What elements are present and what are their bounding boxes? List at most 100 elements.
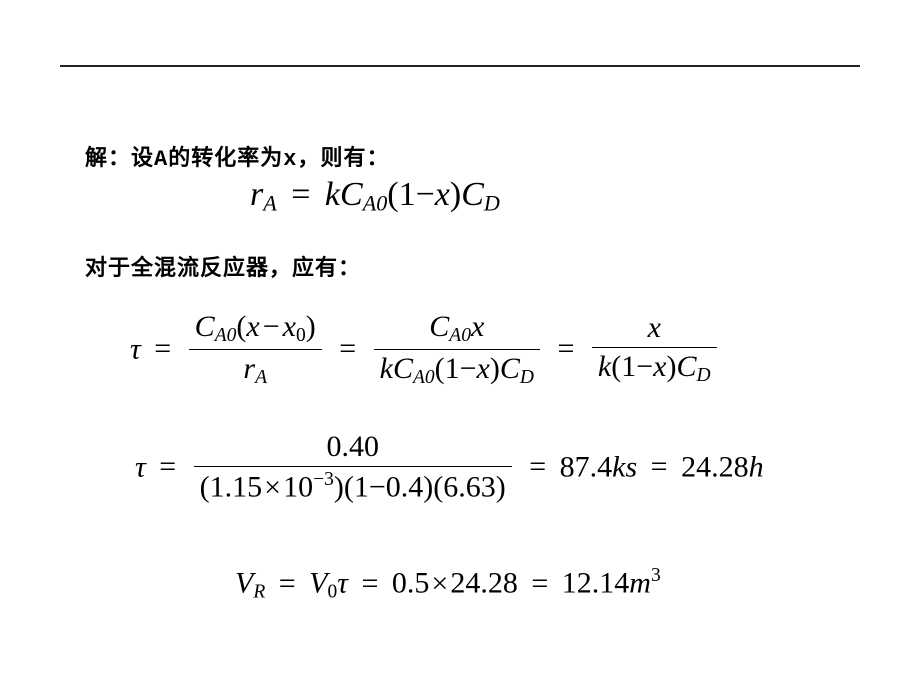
heading-cstr: 对于全混流反应器，应有： (85, 250, 361, 282)
text: 解：设 (85, 145, 154, 170)
n2: 24.28 (450, 567, 518, 600)
text: 对于全混流反应器，应有： (85, 255, 361, 280)
sym-k: k (380, 352, 393, 385)
slide: { "layout": { "width_px": 920, "height_p… (0, 0, 920, 690)
val: 0.4 (386, 471, 424, 504)
close: ) (450, 176, 461, 213)
sub-0: 0 (296, 325, 306, 346)
close2: ) (423, 471, 433, 504)
minus: − (416, 176, 435, 213)
sym-v0: V (309, 567, 327, 600)
unit-exp: 3 (651, 565, 661, 586)
equation-tau-symbolic: τ = CA0(x−x0) rA = CA0x kCA0(1−x)CD = x (130, 310, 721, 389)
equals: = (148, 332, 177, 365)
equals: = (285, 176, 316, 213)
close: ) (334, 471, 344, 504)
text: ，则有： (297, 145, 389, 170)
close: ) (666, 350, 676, 383)
sym-tau: τ (337, 567, 348, 600)
equation-tau-numeric: τ = 0.40 (1.15×10−3)(1−0.4)(6.63) = 87.4… (135, 430, 764, 505)
result-h: 24.28 (681, 450, 749, 483)
minus: − (260, 310, 283, 343)
sym-x: x (435, 176, 450, 213)
sym-c2: C (500, 352, 520, 385)
var-a: A (154, 147, 168, 172)
sym-v: V (235, 567, 253, 600)
sym-tau: τ (130, 332, 141, 365)
sym-x: x (653, 350, 666, 383)
sym-x: x (246, 310, 259, 343)
minus: − (636, 350, 653, 383)
close: ) (306, 310, 316, 343)
equals: = (551, 332, 580, 365)
sym-c: C (429, 310, 449, 343)
equals: = (525, 567, 554, 600)
equation-volume: VR = V0τ = 0.5×24.28 = 12.14m3 (235, 565, 661, 604)
sym-c: C (340, 176, 363, 213)
times-icon: × (262, 471, 283, 504)
times-icon: × (429, 567, 450, 600)
sub-a0: A0 (363, 191, 388, 216)
unit-m: m (629, 567, 651, 600)
open2: (1 (344, 471, 369, 504)
text: 的转化率为 (168, 145, 283, 170)
denominator: k(1−x)CD (592, 347, 717, 387)
sym-x: x (648, 311, 661, 344)
sym-k: k (325, 176, 340, 213)
sym-x: x (471, 310, 484, 343)
equation-rate: rA = kCA0(1−x)CD (250, 176, 500, 217)
sym-r: r (243, 352, 255, 385)
fraction: 0.40 (1.15×10−3)(1−0.4)(6.63) (194, 430, 512, 505)
sub-a0: A0 (215, 325, 237, 346)
open: ( (236, 310, 246, 343)
unit-h: h (749, 450, 764, 483)
sym-x: x (477, 352, 490, 385)
fraction-2: CA0x kCA0(1−x)CD (374, 310, 540, 389)
sub-d: D (484, 191, 500, 216)
sub-r: R (253, 582, 265, 603)
sub-a: A (255, 367, 267, 388)
equals: = (153, 450, 182, 483)
equals: = (356, 567, 385, 600)
close: ) (490, 352, 500, 385)
result-ks: 87.4 (560, 450, 613, 483)
sym-tau: τ (135, 450, 146, 483)
sub-d: D (697, 365, 711, 386)
exp: −3 (313, 469, 334, 490)
sub-0: 0 (328, 582, 338, 603)
paren3: (6.63) (433, 471, 505, 504)
numerator: CA0(x−x0) (189, 310, 322, 349)
equals: = (523, 450, 552, 483)
sub-d: D (520, 367, 534, 388)
fraction-3: x k(1−x)CD (592, 311, 717, 387)
denominator: kCA0(1−x)CD (374, 349, 540, 389)
sym-r: r (250, 176, 263, 213)
heading-solution: 解：设A的转化率为x，则有： (85, 140, 389, 172)
sym-c: C (393, 352, 413, 385)
equals: = (273, 567, 302, 600)
open: (1 (387, 176, 415, 213)
ten: 10 (283, 471, 313, 504)
sym-k: k (598, 350, 611, 383)
fraction-1: CA0(x−x0) rA (189, 310, 322, 389)
coef: 1.15 (210, 471, 263, 504)
sym-x0: x (283, 310, 296, 343)
sub-a0: A0 (449, 325, 471, 346)
minus: − (369, 471, 386, 504)
open: (1 (611, 350, 636, 383)
horizontal-rule (60, 65, 860, 67)
denominator: rA (189, 349, 322, 389)
unit-ks: ks (612, 450, 637, 483)
numerator: x (592, 311, 717, 347)
denominator: (1.15×10−3)(1−0.4)(6.63) (194, 466, 512, 505)
open: ( (200, 471, 210, 504)
n1: 0.5 (392, 567, 430, 600)
var-x: x (283, 147, 297, 172)
open: (1 (435, 352, 460, 385)
sym-c2: C (461, 176, 484, 213)
sub-a0: A0 (413, 367, 435, 388)
sym-c2: C (676, 350, 696, 383)
minus: − (460, 352, 477, 385)
result: 12.14 (562, 567, 630, 600)
equals: = (645, 450, 674, 483)
